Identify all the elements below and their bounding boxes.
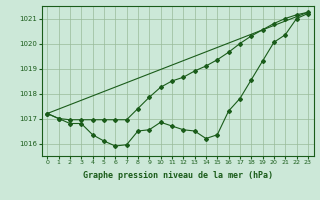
- X-axis label: Graphe pression niveau de la mer (hPa): Graphe pression niveau de la mer (hPa): [83, 171, 273, 180]
